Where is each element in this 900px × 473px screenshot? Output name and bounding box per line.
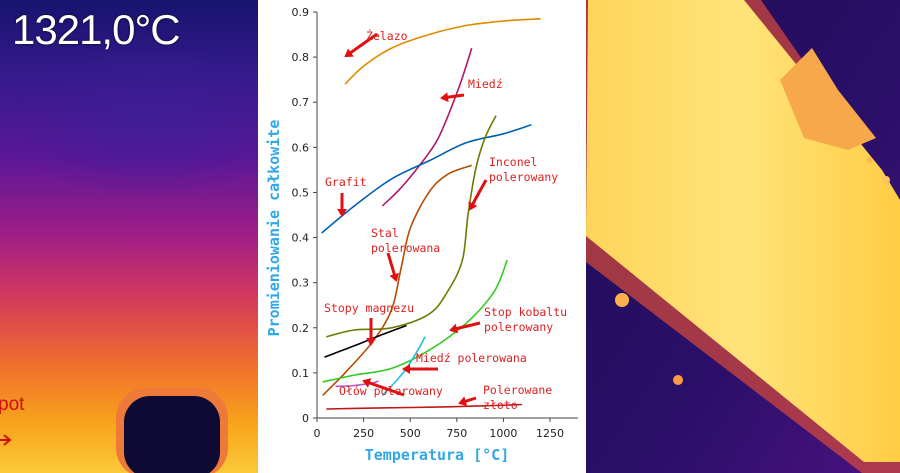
x-axis-label: Temperatura [°C] xyxy=(365,446,510,464)
hot-spark xyxy=(615,293,629,307)
hot-spark xyxy=(673,375,683,385)
chart-ticks: 0 0.1 0.2 0.3 0.4 0.5 0.6 0.7 0.8 0.9 0 250 500 750 10… xyxy=(292,6,565,440)
thermal-image-left: 1321,0°C pot xyxy=(0,0,258,473)
chart-annotation-arrows xyxy=(337,32,488,406)
annotation-stal-polerowana: Stal polerowana xyxy=(371,226,440,255)
annotation-stopy-magnezu: Stopy magnezu xyxy=(324,301,414,315)
annotation-line: Stop kobaltu xyxy=(484,305,567,319)
y-tick-label: 0.1 xyxy=(292,367,310,380)
annotation-line: Ołów polerowany xyxy=(339,384,443,398)
annotation-arrowhead-inconel-polerowany xyxy=(468,201,478,211)
y-tick-label: 0.4 xyxy=(292,232,310,245)
series-line-zelazo xyxy=(344,18,541,85)
x-tick-label: 500 xyxy=(400,427,421,440)
x-tick-label: 0 xyxy=(314,427,321,440)
chart-axes xyxy=(316,12,578,419)
x-tick-label: 250 xyxy=(353,427,374,440)
y-axis-label: Promieniowanie całkowite xyxy=(265,120,283,337)
y-tick-label: 0.9 xyxy=(292,6,310,19)
annotation-arrowhead-stop-kobaltu-polerowany xyxy=(449,323,459,334)
annotation-line: Stal xyxy=(371,226,399,240)
spot-label: pot xyxy=(0,394,25,415)
cool-object xyxy=(124,396,220,473)
spot-marker-icon xyxy=(0,434,12,446)
annotation-miedz-polerowana: Miedź polerowana xyxy=(416,351,527,365)
annotation-line: polerowany xyxy=(484,320,553,334)
annotation-arrowhead-stopy-magnezu xyxy=(366,338,376,346)
series-line-olow-polerowany xyxy=(335,380,379,388)
annotation-arrowhead-miedz xyxy=(440,92,449,103)
thermal-left-background xyxy=(0,0,258,473)
annotation-line: złoto xyxy=(483,398,518,412)
series-line-stal-polerowana xyxy=(322,164,472,396)
series-line-grafit xyxy=(321,124,532,234)
emissivity-chart-panel: 0 0.1 0.2 0.3 0.4 0.5 0.6 0.7 0.8 0.9 0 250 500 750 10… xyxy=(258,0,586,473)
annotation-arrowhead-zelazo xyxy=(344,48,354,58)
series-line-miedz xyxy=(381,47,473,207)
chart-series xyxy=(321,18,541,410)
annotation-line: polerowany xyxy=(489,170,558,184)
annotation-line: Miedź xyxy=(468,77,503,91)
x-tick-label: 1000 xyxy=(489,427,517,440)
annotation-stop-kobaltu-polerowany: Stop kobaltu polerowany xyxy=(484,305,567,334)
annotation-arrow-olow-polerowany xyxy=(363,379,405,397)
y-tick-label: 0.7 xyxy=(292,96,310,109)
y-tick-label: 0.2 xyxy=(292,322,310,335)
temperature-readout: 1321,0°C xyxy=(12,6,181,53)
x-tick-label: 750 xyxy=(446,427,467,440)
annotation-miedz: Miedź xyxy=(468,77,503,91)
series-line-stop-kobaltu-polerowany xyxy=(322,259,508,383)
annotation-line: Inconel xyxy=(489,155,537,169)
hot-spark xyxy=(867,157,873,163)
annotation-arrowhead-olow-polerowany xyxy=(362,378,372,388)
series-line-polerowane-zloto xyxy=(326,403,523,410)
annotation-line: polerowana xyxy=(371,241,440,255)
x-tick-label: 1250 xyxy=(536,427,564,440)
annotation-inconel-polerowany: Inconel polerowany xyxy=(489,155,558,184)
hot-spark xyxy=(882,176,890,184)
thermal-right-background xyxy=(586,0,900,473)
annotation-line: Żelazo xyxy=(366,28,408,43)
y-tick-label: 0.5 xyxy=(292,186,310,199)
y-tick-label: 0.6 xyxy=(292,141,310,154)
series-line-stopy-magnezu xyxy=(324,324,407,358)
annotation-arrowhead-grafit xyxy=(337,209,347,217)
y-tick-label: 0 xyxy=(302,412,309,425)
annotation-arrowhead-polerowane-zloto xyxy=(458,396,468,406)
annotation-arrow-zelazo xyxy=(345,32,378,58)
annotation-line: Polerowane xyxy=(483,383,552,397)
annotation-line: Grafit xyxy=(325,175,367,189)
annotation-polerowane-zloto: Polerowane złoto xyxy=(483,383,552,412)
emissivity-chart: 0 0.1 0.2 0.3 0.4 0.5 0.6 0.7 0.8 0.9 0 250 500 750 10… xyxy=(265,6,578,464)
y-tick-label: 0.3 xyxy=(292,277,310,290)
annotation-grafit: Grafit xyxy=(325,175,367,189)
annotation-arrowhead-miedz-polerowana xyxy=(402,364,410,374)
y-tick-label: 0.8 xyxy=(292,51,310,64)
annotation-line: Stopy magnezu xyxy=(324,301,414,315)
annotation-olow-polerowany: Ołów polerowany xyxy=(339,384,443,398)
hot-edge-fragment xyxy=(780,48,876,150)
thermal-image-right xyxy=(586,0,900,473)
annotation-line: Miedź polerowana xyxy=(416,351,527,365)
annotation-arrowhead-stal-polerowana xyxy=(389,272,400,282)
annotation-zelazo: Żelazo xyxy=(366,28,408,43)
